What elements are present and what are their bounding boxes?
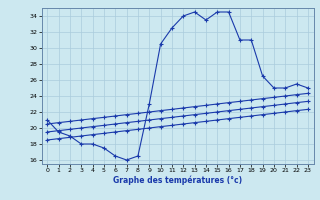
X-axis label: Graphe des températures (°c): Graphe des températures (°c) (113, 176, 242, 185)
